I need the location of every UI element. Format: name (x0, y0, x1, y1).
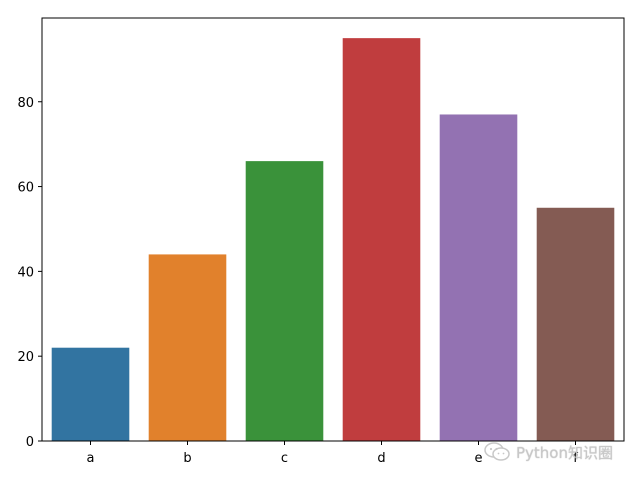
y-tick-label-0: 0 (26, 435, 34, 450)
y-tick-label-80: 80 (17, 96, 34, 111)
bar-e (439, 114, 518, 441)
bar-d (342, 38, 421, 442)
x-tick-label-a: a (87, 451, 95, 466)
y-tick-label-40: 40 (17, 265, 34, 280)
x-tick-label-e: e (475, 451, 483, 466)
y-tick-label-60: 60 (17, 181, 34, 196)
watermark-text: Python知识圈 (516, 443, 613, 462)
x-tick-label-f: f (573, 451, 578, 466)
wechat-icon (484, 442, 510, 461)
y-tick-label-20: 20 (17, 350, 34, 365)
bar-f (536, 207, 615, 441)
bar-a (51, 347, 130, 441)
x-tick-label-d: d (377, 451, 385, 466)
bar-b (148, 254, 227, 441)
axes-frame (41, 17, 625, 442)
x-tick-label-c: c (281, 451, 288, 466)
bars-group (51, 38, 615, 442)
x-tick-label-b: b (183, 451, 191, 466)
x-axis-ticks: a b c d e f (87, 441, 578, 466)
bar-c (245, 161, 324, 441)
y-axis-ticks: 0 20 40 60 80 (17, 96, 42, 450)
watermark: Python知识圈 (484, 440, 613, 464)
